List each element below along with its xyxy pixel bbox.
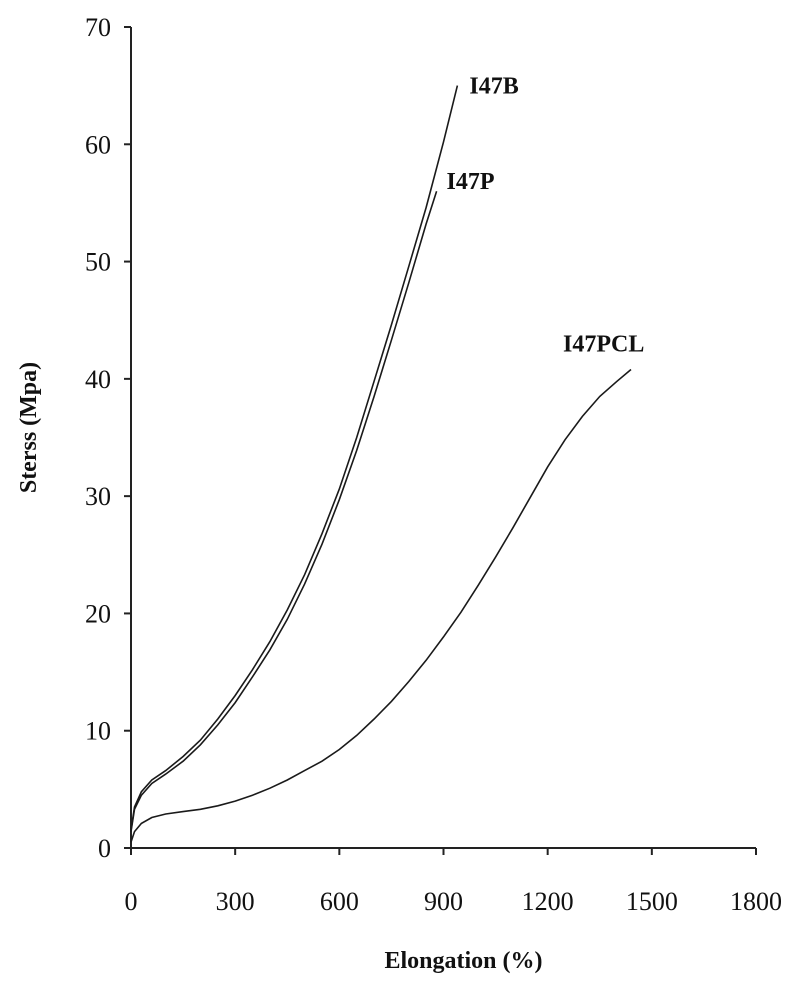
series-label-i47p: I47P xyxy=(447,169,495,195)
x-axis-title: Elongation (%) xyxy=(384,948,542,974)
series-line-i47p xyxy=(130,190,438,832)
y-tick-label: 50 xyxy=(85,248,111,277)
x-axis-ticks: 0 300 600 900 1200 1500 1800 xyxy=(125,848,782,916)
series-label-i47pcl: I47PCL xyxy=(563,331,644,357)
y-axis-ticks: 0 10 20 30 40 50 60 70 xyxy=(85,13,131,863)
y-tick-label: 40 xyxy=(85,365,111,394)
y-tick-label: 70 xyxy=(85,13,111,42)
y-tick-label: 30 xyxy=(85,482,111,511)
series-lines: I47B I47P I47PCL xyxy=(130,74,644,843)
series-line-i47b xyxy=(130,85,459,831)
series-label-i47b: I47B xyxy=(469,74,518,100)
y-tick-label: 20 xyxy=(85,599,111,628)
series-line-i47pcl xyxy=(130,368,632,843)
x-tick-label: 1500 xyxy=(626,887,678,916)
x-tick-label: 1800 xyxy=(730,887,782,916)
x-tick-label: 300 xyxy=(216,887,255,916)
y-tick-label: 10 xyxy=(85,717,111,746)
y-tick-label: 0 xyxy=(98,834,111,863)
chart-axes xyxy=(130,27,756,849)
x-tick-label: 900 xyxy=(424,887,463,916)
y-axis-title: Sterss (Mpa) xyxy=(16,362,42,493)
x-tick-label: 1200 xyxy=(522,887,574,916)
x-tick-label: 600 xyxy=(320,887,359,916)
x-tick-label: 0 xyxy=(125,887,138,916)
y-tick-label: 60 xyxy=(85,130,111,159)
